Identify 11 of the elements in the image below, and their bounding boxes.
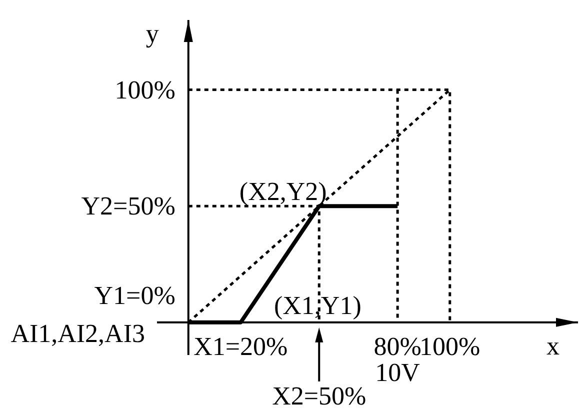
x-axis-title: x xyxy=(546,331,560,360)
annotation: (X1,Y1) xyxy=(274,290,362,320)
annotation: Y2= xyxy=(81,192,128,221)
x-tick-label: X1=20% xyxy=(194,332,288,361)
y-axis-title: y xyxy=(146,19,159,48)
annotation: Y1=0% xyxy=(94,280,176,310)
annotation: (X2,Y2) xyxy=(239,177,327,206)
text: AI1,AI2,AI3 xyxy=(10,318,145,348)
annotation: X2=50% xyxy=(272,381,366,410)
x-tick-label: 100% xyxy=(420,332,480,361)
y-tick-label: 50% xyxy=(128,192,176,221)
